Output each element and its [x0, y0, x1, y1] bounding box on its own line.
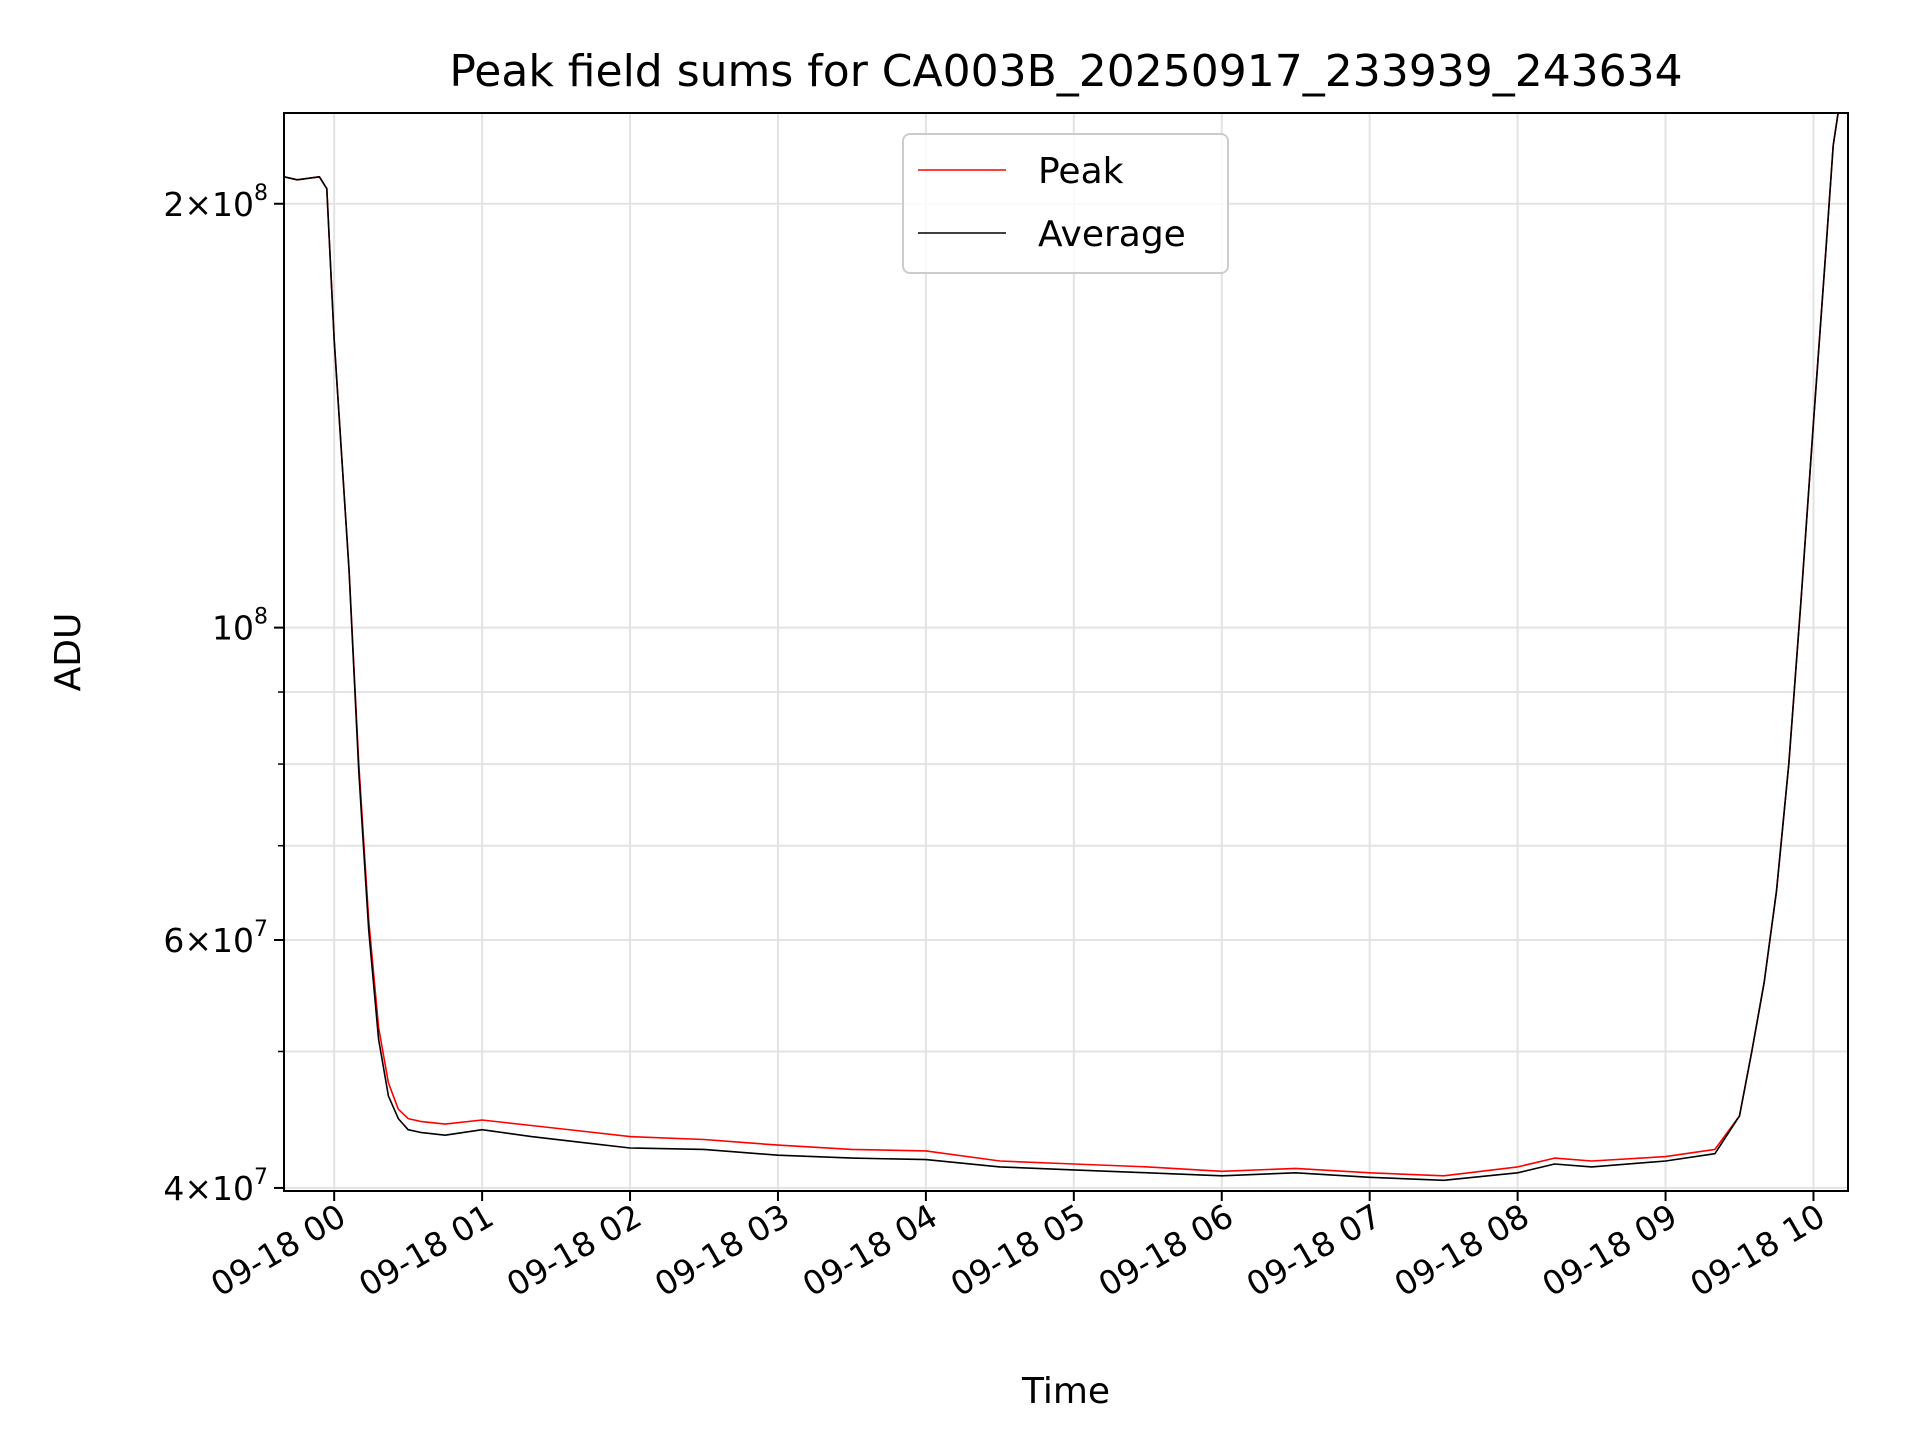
y-tick-label: 6×107 — [163, 917, 268, 960]
series-layer — [284, 113, 1839, 1182]
legend-label-average: Average — [1038, 214, 1186, 255]
y-tick-base: 6×10 — [163, 921, 254, 960]
y-tick-label: 4×107 — [163, 1165, 268, 1208]
y-tick-exponent: 8 — [254, 181, 268, 206]
y-tick-exponent: 7 — [254, 1165, 268, 1190]
y-tick-base: 2×10 — [163, 185, 254, 224]
y-tick-exponent: 7 — [254, 917, 268, 942]
legend-label-peak: Peak — [1038, 151, 1124, 192]
chart-title: Peak field sums for CA003B_20250917_2339… — [449, 46, 1682, 97]
y-tick-base: 4×10 — [163, 1169, 254, 1208]
x-axis-label: Time — [1021, 1371, 1110, 1412]
y-tick-exponent: 8 — [254, 605, 268, 630]
y-axis-label: ADU — [48, 613, 89, 692]
legend-box — [902, 133, 1229, 274]
plot-frame — [283, 112, 1849, 1192]
plot-area-background — [284, 113, 1848, 1191]
legend: Peak Average — [902, 133, 1229, 274]
y-tick-label: 2×108 — [163, 181, 268, 224]
y-tick-label: 108 — [212, 605, 268, 648]
series-line-average — [284, 113, 1839, 1182]
y-tick-base: 10 — [212, 609, 254, 648]
